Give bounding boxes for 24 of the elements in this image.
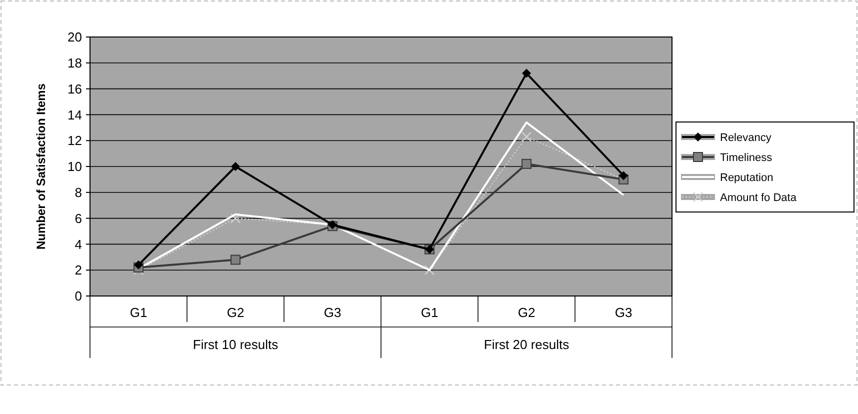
x-tick-label: G2 xyxy=(226,305,244,320)
legend-label: Timeliness xyxy=(720,152,773,164)
y-tick-label: 16 xyxy=(68,81,82,96)
y-tick-label: 10 xyxy=(68,159,82,174)
y-tick-label: 6 xyxy=(74,210,82,226)
y-tick-label: 4 xyxy=(74,236,82,252)
y-tick-label: 18 xyxy=(68,55,82,70)
x-tick-label: G1 xyxy=(130,305,148,320)
text: First 20 results xyxy=(484,337,570,352)
x-tick-label: G3 xyxy=(324,305,342,320)
y-tick-label: 12 xyxy=(68,133,82,148)
y-axis-title: Number of Satisfaction Items xyxy=(34,83,48,250)
legend-label: Reputation xyxy=(720,172,774,184)
text: First 10 results xyxy=(192,337,279,352)
y-tick-label: 20 xyxy=(68,30,82,45)
x-tick-label: G2 xyxy=(518,305,536,320)
legend-label: Amount fo Data xyxy=(720,192,798,204)
x-tick-label: G3 xyxy=(614,305,632,320)
y-tick-label: 2 xyxy=(74,262,82,278)
x-tick-label: G1 xyxy=(420,305,438,320)
y-tick-label: 14 xyxy=(68,107,82,122)
y-tick-label: 0 xyxy=(74,288,82,304)
legend-label: Relevancy xyxy=(720,132,772,144)
y-tick-label: 8 xyxy=(74,184,82,200)
